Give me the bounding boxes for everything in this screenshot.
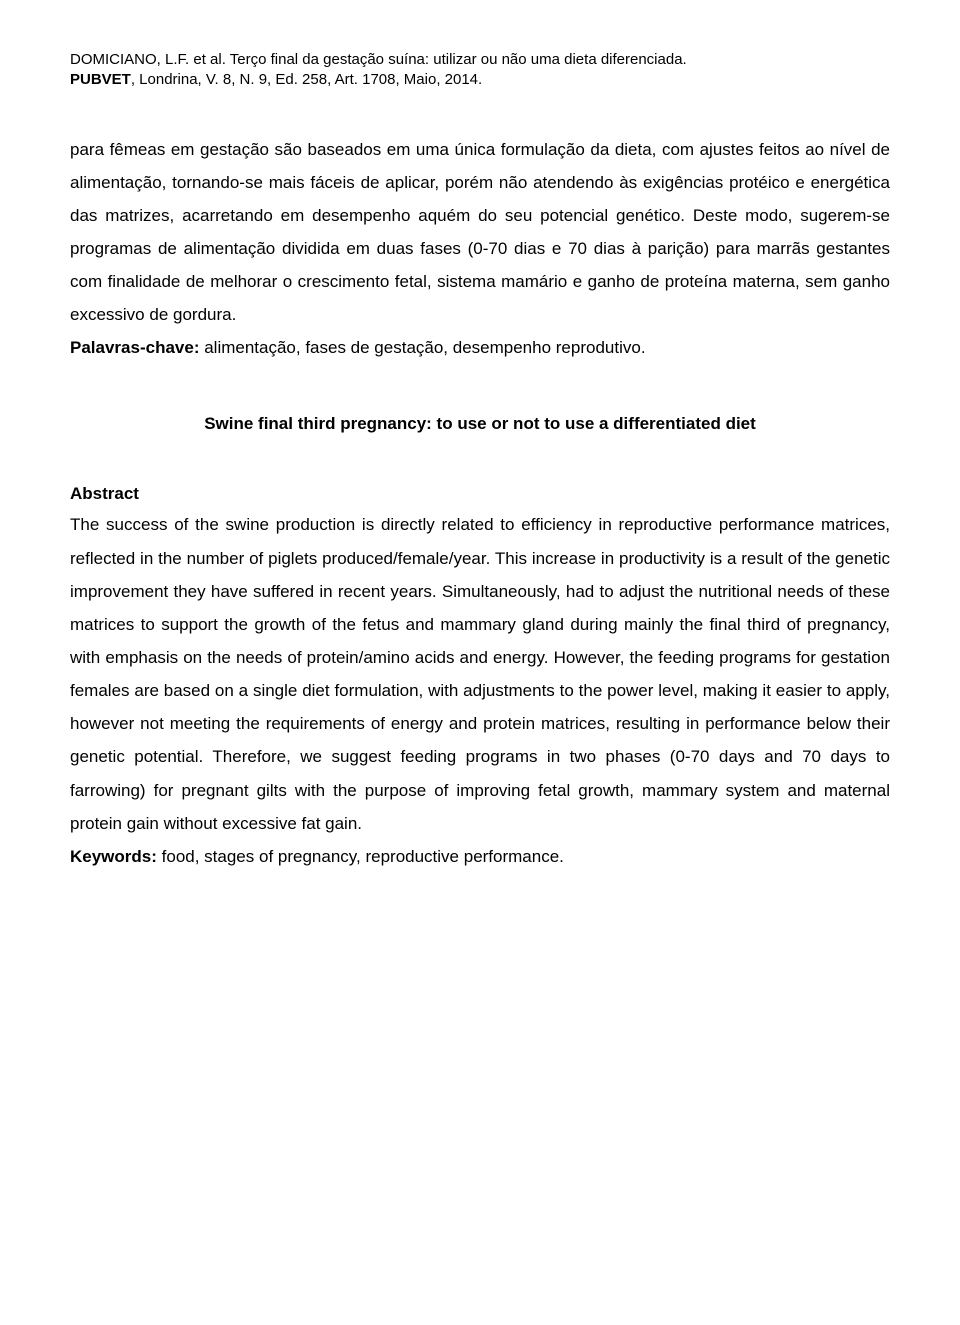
paragraph-portuguese: para fêmeas em gestação são baseados em … <box>70 133 890 332</box>
paragraph-english: The success of the swine production is d… <box>70 508 890 839</box>
citation-line1: DOMICIANO, L.F. et al. Terço final da ge… <box>70 51 687 68</box>
header-citation: DOMICIANO, L.F. et al. Terço final da ge… <box>70 50 890 91</box>
citation-line2-rest: , Londrina, V. 8, N. 9, Ed. 258, Art. 17… <box>131 71 482 88</box>
english-title: Swine final third pregnancy: to use or n… <box>70 414 890 434</box>
citation-journal: PUBVET <box>70 71 131 88</box>
keywords-en-label: Keywords: <box>70 847 157 866</box>
keywords-pt-label: Palavras-chave: <box>70 338 199 357</box>
document-page: DOMICIANO, L.F. et al. Terço final da ge… <box>0 0 960 923</box>
keywords-portuguese: Palavras-chave: alimentação, fases de ge… <box>70 331 890 364</box>
keywords-english: Keywords: food, stages of pregnancy, rep… <box>70 840 890 873</box>
abstract-heading: Abstract <box>70 484 890 504</box>
keywords-en-values: food, stages of pregnancy, reproductive … <box>157 847 564 866</box>
keywords-pt-values: alimentação, fases de gestação, desempen… <box>199 338 645 357</box>
